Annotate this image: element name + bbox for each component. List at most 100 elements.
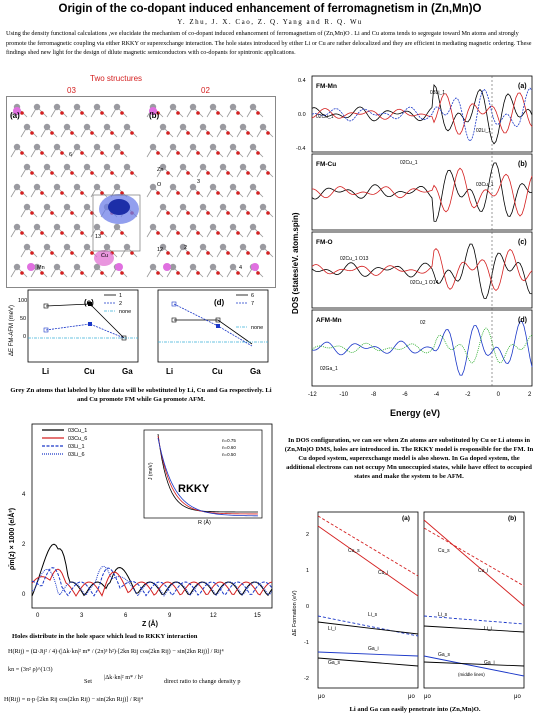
level-ytick-m1: -1 <box>304 640 309 646</box>
o-atom <box>110 171 114 175</box>
level-b-label-2: Li_s <box>438 612 448 618</box>
o-atom <box>80 111 84 115</box>
zn-atom <box>229 103 237 111</box>
zn-atom <box>43 123 51 131</box>
o-atom <box>246 251 250 255</box>
o-atom <box>266 211 270 215</box>
o-atom <box>20 231 24 235</box>
zn-atom <box>239 203 247 211</box>
zn-atom <box>219 123 227 131</box>
level-b-label-3: Li_i <box>484 626 492 632</box>
dos-curve <box>311 167 533 217</box>
level-xa-0: μo <box>318 694 325 700</box>
o-atom <box>176 191 180 195</box>
o-atom <box>186 131 190 135</box>
level-a-label-5: Ga_s <box>328 660 340 666</box>
dos-xtick: -10 <box>339 392 348 398</box>
authors-line: Y. Zhu, J. X. Cao, Z. Q. Yang and R. Q. … <box>177 18 363 26</box>
o-atom <box>266 131 270 135</box>
zn-atom <box>159 123 167 131</box>
rkky-curve <box>31 543 273 597</box>
atom-label-zn: Zn <box>157 167 164 173</box>
rkky-formula: H(Rij) = (Ω·Jij² / 4)·(|Δk·kn|² m* / (2π… <box>4 646 280 718</box>
o-atom <box>226 251 230 255</box>
atom-label-13: 13 <box>95 234 102 240</box>
zn-atom <box>259 243 267 251</box>
zn-atom <box>63 243 71 251</box>
zn-atom <box>179 163 187 171</box>
o-atom <box>226 211 230 215</box>
isosurface-core <box>108 199 130 215</box>
zn-atom <box>219 243 227 251</box>
formation-line <box>317 525 419 597</box>
zn-atom <box>13 183 21 191</box>
zn-atom <box>169 183 177 191</box>
dos-curve <box>311 84 533 145</box>
mn-atom <box>251 263 259 271</box>
zn-atom <box>249 143 257 151</box>
structures-heading: Two structures <box>90 74 143 83</box>
zn-atom <box>13 263 21 271</box>
o-atom <box>206 251 210 255</box>
o-atom <box>70 211 74 215</box>
zn-atom <box>123 243 131 251</box>
o-atom <box>120 111 124 115</box>
dos-xtick: 2 <box>528 392 532 398</box>
zn-atom <box>239 163 247 171</box>
zn-atom <box>33 263 41 271</box>
zn-atom <box>63 163 71 171</box>
legend-c-none: none <box>119 309 131 315</box>
zn-atom <box>33 183 41 191</box>
zn-atom <box>63 203 71 211</box>
o-atom <box>80 231 84 235</box>
formation-line <box>317 657 419 667</box>
o-atom <box>216 231 220 235</box>
zn-atom <box>259 123 267 131</box>
o-atom <box>130 171 134 175</box>
o-atom <box>30 131 34 135</box>
zn-atom <box>229 183 237 191</box>
zn-atom <box>103 123 111 131</box>
zn-atom <box>229 263 237 271</box>
dos-ytick-0: 0.4 <box>298 78 306 84</box>
zn-atom <box>23 123 31 131</box>
zn-atom <box>209 263 217 271</box>
o-atom <box>176 111 180 115</box>
dos-name-fm-mn: FM-Mn <box>316 83 337 90</box>
zn-atom <box>93 103 101 111</box>
zn-atom <box>83 123 91 131</box>
zn-atom <box>113 223 121 231</box>
level-ytick-m2: -2 <box>304 676 309 682</box>
formation-line <box>317 515 419 577</box>
dos-curve <box>311 162 533 222</box>
o-atom <box>70 171 74 175</box>
dos-xtick: -12 <box>308 392 317 398</box>
level-b-label-1: Cu_i <box>478 568 488 574</box>
formula-line1: H(Rij) = (Ω·Jij² / 4)·(|Δk·kn|² m* / (2π… <box>8 648 224 655</box>
dos-ytick-1: 0.0 <box>298 112 306 118</box>
panel-d-label: (d) <box>214 298 225 307</box>
level-ytick-1: 1 <box>306 568 309 574</box>
o-atom <box>20 111 24 115</box>
o-atom <box>196 111 200 115</box>
zn-atom <box>103 163 111 171</box>
o-atom <box>30 211 34 215</box>
caption-structures: Grey Zn atoms that labeled by blue data … <box>10 387 272 403</box>
dos-xtick: -2 <box>465 392 471 398</box>
dos-ylabel: DOS (states/eV. atom.spin) <box>291 212 300 314</box>
inset-legend-1: n=0.60 <box>222 445 236 450</box>
level-b-label-0: Cu_s <box>438 548 450 554</box>
formula-set-note: direct ratio to change density p <box>164 678 241 685</box>
o-atom <box>40 271 44 275</box>
level-a-label-1: Cu_i <box>378 570 388 576</box>
zn-atom <box>209 183 217 191</box>
x-c-cu: Cu <box>84 367 95 376</box>
zn-atom <box>43 243 51 251</box>
o-atom <box>50 251 54 255</box>
formula-set: Set <box>84 678 92 685</box>
o-atom <box>156 151 160 155</box>
rkky-xlabel: Z (Å) <box>142 619 158 628</box>
rkky-xtick-6: 6 <box>124 613 128 619</box>
zn-atom <box>189 143 197 151</box>
zn-atom <box>33 103 41 111</box>
